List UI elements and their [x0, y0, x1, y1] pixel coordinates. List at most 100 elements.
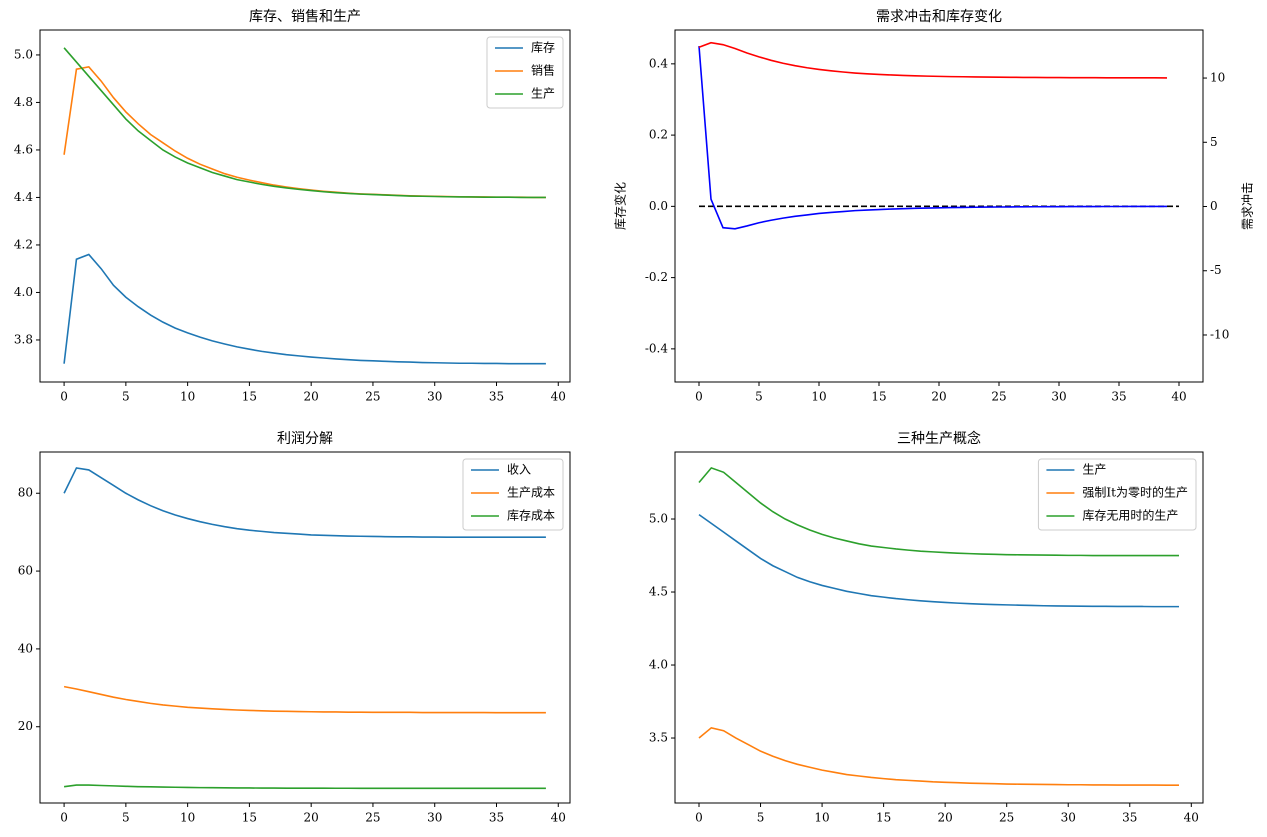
x-tick-label: 25: [999, 811, 1014, 825]
y2-axis-label: 需求冲击: [1240, 182, 1255, 230]
y-tick-label: 0.0: [649, 199, 668, 213]
y-tick-label: 4.8: [14, 95, 33, 109]
x-tick-label: 0: [695, 390, 703, 404]
x-tick-label: 15: [876, 811, 891, 825]
series-line: [698, 466, 1179, 557]
x-tick-label: 5: [122, 390, 130, 404]
x-tick-label: 40: [551, 811, 566, 825]
legend-label: 生产: [531, 87, 555, 101]
axes-frame: [39, 451, 571, 804]
y-tick-label: 3.5: [649, 731, 668, 745]
y2-tick-label: -10: [1210, 327, 1229, 341]
x-tick-label: 15: [242, 390, 257, 404]
series-line: [698, 726, 1179, 786]
y-tick-label: -0.2: [645, 270, 668, 284]
x-tick-label: 0: [60, 811, 68, 825]
legend-label: 收入: [507, 463, 531, 477]
y-tick-label: 0.4: [649, 56, 668, 70]
series-line: [63, 253, 546, 365]
y2-tick-label: 5: [1210, 135, 1218, 149]
x-tick-label: 35: [1122, 811, 1137, 825]
x-tick-label: 20: [304, 811, 319, 825]
y-tick-label: 40: [18, 641, 33, 655]
y2-tick-label: -5: [1210, 263, 1222, 277]
legend-label: 强制It为零时的生产: [1082, 485, 1188, 500]
x-tick-label: 30: [427, 390, 442, 404]
y-tick-label: -0.4: [645, 341, 669, 355]
x-tick-label: 0: [60, 390, 68, 404]
legend-label: 库存成本: [507, 508, 555, 523]
y-tick-label: 80: [18, 486, 33, 500]
legend-label: 生产成本: [507, 486, 555, 500]
y-tick-label: 0.2: [649, 128, 668, 142]
legend-label: 库存无用时的生产: [1082, 508, 1178, 523]
series-line: [63, 467, 546, 539]
x-tick-label: 10: [180, 390, 195, 404]
x-tick-label: 25: [991, 390, 1006, 404]
x-tick-label: 35: [1111, 390, 1126, 404]
series-line: [63, 784, 546, 790]
y-tick-label: 3.8: [14, 332, 33, 346]
series-line: [698, 45, 1167, 230]
chart-title: 库存、销售和生产: [249, 9, 361, 25]
subplot: 库存、销售和生产 0 5 10 15 20 25 30 35 40 3.8 4.0 4.2 4.4 4.6 4…: [14, 9, 571, 404]
legend-label: 销售: [531, 63, 555, 78]
x-tick-label: 10: [811, 390, 826, 404]
y2-tick-label: 0: [1210, 199, 1218, 213]
axes-frame: [674, 29, 1204, 383]
y-tick-label: 5.0: [14, 47, 33, 61]
chart-title: 需求冲击和库存变化: [876, 9, 1002, 25]
series-line: [63, 47, 546, 199]
legend-box: [462, 458, 564, 531]
x-tick-label: 35: [489, 811, 504, 825]
x-tick-label: 5: [122, 811, 130, 825]
series-line: [698, 513, 1179, 608]
x-tick-label: 15: [871, 390, 886, 404]
x-tick-label: 20: [931, 390, 946, 404]
y-tick-label: 20: [18, 719, 33, 733]
y-tick-label: 4.0: [649, 658, 668, 672]
y-tick-label: 4.0: [14, 285, 33, 299]
x-tick-label: 20: [938, 811, 953, 825]
plot-area: [40, 30, 570, 382]
x-tick-label: 25: [365, 390, 380, 404]
x-tick-label: 25: [365, 811, 380, 825]
x-tick-label: 10: [180, 811, 195, 825]
y-tick-label: 60: [18, 564, 33, 578]
series-line: [63, 685, 546, 714]
subplot: 三种生产概念 0 5 10 15 20 25 30 35 40 3.5 4.0 4.5 5.0 生产强制It…: [649, 430, 1204, 825]
legend-box: [486, 36, 564, 109]
x-tick-label: 20: [304, 390, 319, 404]
x-tick-label: 30: [427, 811, 442, 825]
x-tick-label: 5: [755, 390, 763, 404]
axes-frame: [674, 451, 1204, 804]
y-tick-label: 4.5: [649, 585, 668, 599]
y-tick-label: 4.2: [14, 237, 33, 251]
legend-label: 生产: [1082, 463, 1106, 477]
x-tick-label: 40: [1184, 811, 1199, 825]
chart-title: 利润分解: [277, 431, 333, 447]
subplot: 需求冲击和库存变化 0 5 10 15 20 25 30 35 40 -0.4 -0.2 0.0 0.2 0…: [613, 9, 1255, 404]
series-line: [698, 41, 1168, 79]
y-axis-label: 库存变化: [613, 182, 628, 230]
legend-label: 库存: [531, 40, 555, 55]
y-tick-label: 4.4: [14, 190, 33, 204]
y2-tick-label: 10: [1210, 71, 1225, 85]
y-tick-label: 5.0: [649, 512, 668, 526]
chart-title: 三种生产概念: [897, 430, 981, 447]
legend-box: [1037, 458, 1197, 531]
x-tick-label: 35: [489, 390, 504, 404]
x-tick-label: 15: [242, 811, 257, 825]
axes-frame: [39, 29, 571, 383]
x-tick-label: 30: [1051, 390, 1066, 404]
x-tick-label: 10: [814, 811, 829, 825]
y-tick-label: 4.6: [14, 142, 33, 156]
x-tick-label: 40: [551, 390, 566, 404]
x-tick-label: 0: [695, 811, 703, 825]
x-tick-label: 40: [1171, 390, 1186, 404]
